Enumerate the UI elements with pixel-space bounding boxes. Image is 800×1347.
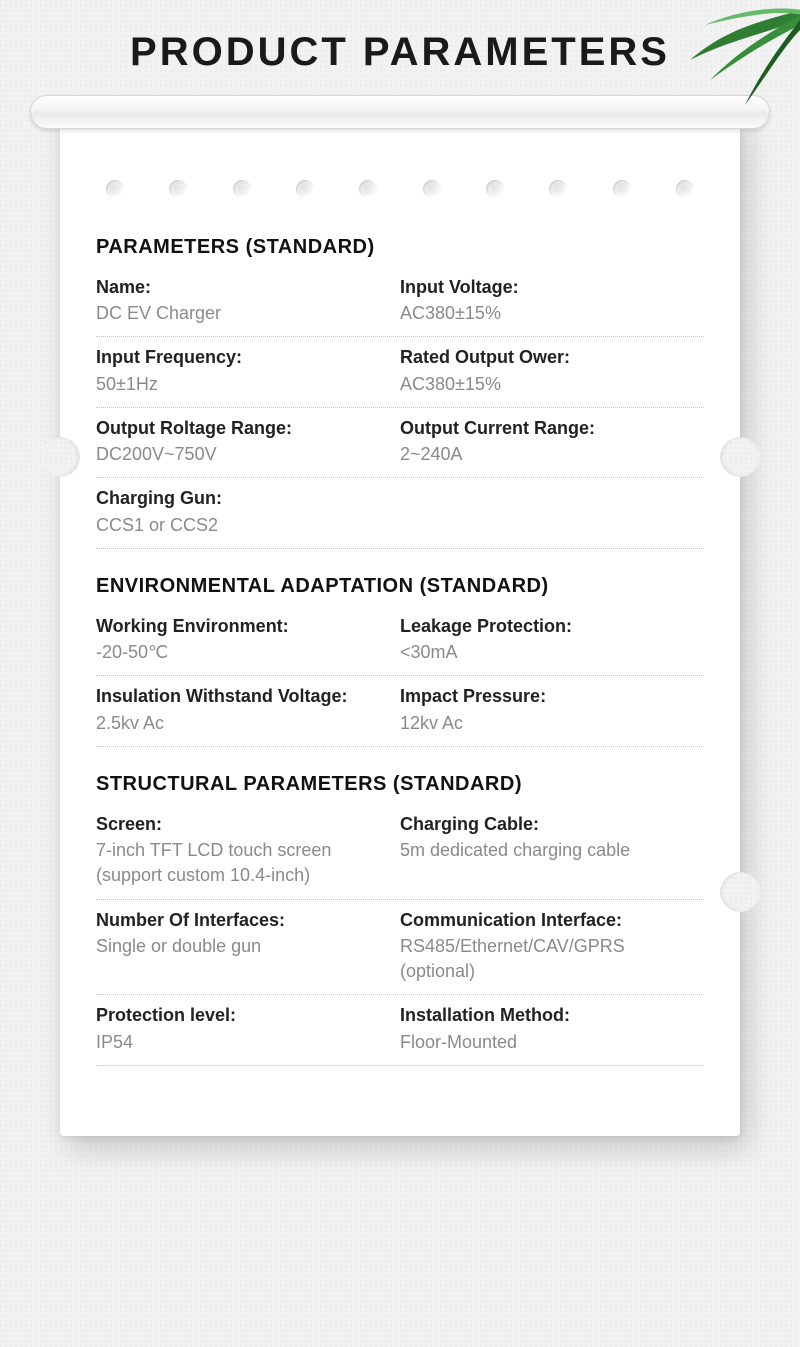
top-bar [30,95,770,129]
value-output-voltage-range: DC200V~750V [96,442,390,467]
value-leakage: <30mA [400,640,694,665]
value-comm: RS485/Ethernet/CAV/GPRS (optional) [400,934,694,984]
label-rated-output-power: Rated Output Ower: [400,345,694,369]
label-insulation: Insulation Withstand Voltage: [96,684,390,708]
label-charging-gun: Charging Gun: [96,486,694,510]
page-title: PRODUCT PARAMETERS [0,0,800,95]
section-title-environmental: ENVIRONMENTAL ADAPTATION (STANDARD) [96,575,704,598]
value-rated-output-power: AC380±15% [400,372,694,397]
label-screen: Screen: [96,812,390,836]
section-title-structural: STRUCTURAL PARAMETERS (STANDARD) [96,773,704,796]
label-protection: Protection level: [96,1003,390,1027]
ticket-notch [40,437,80,477]
label-output-voltage-range: Output Roltage Range: [96,416,390,440]
label-comm: Communication Interface: [400,908,694,932]
spec-row: Output Roltage Range: DC200V~750V Output… [96,408,704,478]
value-insulation: 2.5kv Ac [96,711,390,736]
value-working-env: -20-50℃ [96,640,390,665]
label-output-current-range: Output Current Range: [400,416,694,440]
ticket-notch [720,872,760,912]
spec-row: Working Environment: -20-50℃ Leakage Pro… [96,606,704,676]
spec-row: Number Of Interfaces: Single or double g… [96,900,704,996]
spec-content: PARAMETERS (STANDARD) Name: DC EV Charge… [60,216,740,1066]
value-input-frequency: 50±1Hz [96,372,390,397]
value-charging-gun: CCS1 or CCS2 [96,513,694,538]
value-impact: 12kv Ac [400,711,694,736]
section-title-parameters: PARAMETERS (STANDARD) [96,236,704,259]
ticket-notch [720,437,760,477]
spec-row: Protection level: IP54 Installation Meth… [96,995,704,1065]
value-name: DC EV Charger [96,301,390,326]
value-input-voltage: AC380±15% [400,301,694,326]
spec-row: Insulation Withstand Voltage: 2.5kv Ac I… [96,676,704,746]
label-name: Name: [96,275,390,299]
value-output-current-range: 2~240A [400,442,694,467]
value-screen: 7-inch TFT LCD touch screen (support cus… [96,838,390,888]
label-cable: Charging Cable: [400,812,694,836]
label-working-env: Working Environment: [96,614,390,638]
spec-row: Name: DC EV Charger Input Voltage: AC380… [96,267,704,337]
value-cable: 5m dedicated charging cable [400,838,694,863]
label-input-frequency: Input Frequency: [96,345,390,369]
label-leakage: Leakage Protection: [400,614,694,638]
spec-row: Screen: 7-inch TFT LCD touch screen (sup… [96,804,704,900]
spec-card: PARAMETERS (STANDARD) Name: DC EV Charge… [60,112,740,1136]
value-protection: IP54 [96,1030,390,1055]
value-interfaces: Single or double gun [96,934,390,959]
spec-row: Charging Gun: CCS1 or CCS2 [96,478,704,548]
label-impact: Impact Pressure: [400,684,694,708]
value-install: Floor-Mounted [400,1030,694,1055]
label-interfaces: Number Of Interfaces: [96,908,390,932]
label-install: Installation Method: [400,1003,694,1027]
label-input-voltage: Input Voltage: [400,275,694,299]
spec-row: Input Frequency: 50±1Hz Rated Output Owe… [96,337,704,407]
